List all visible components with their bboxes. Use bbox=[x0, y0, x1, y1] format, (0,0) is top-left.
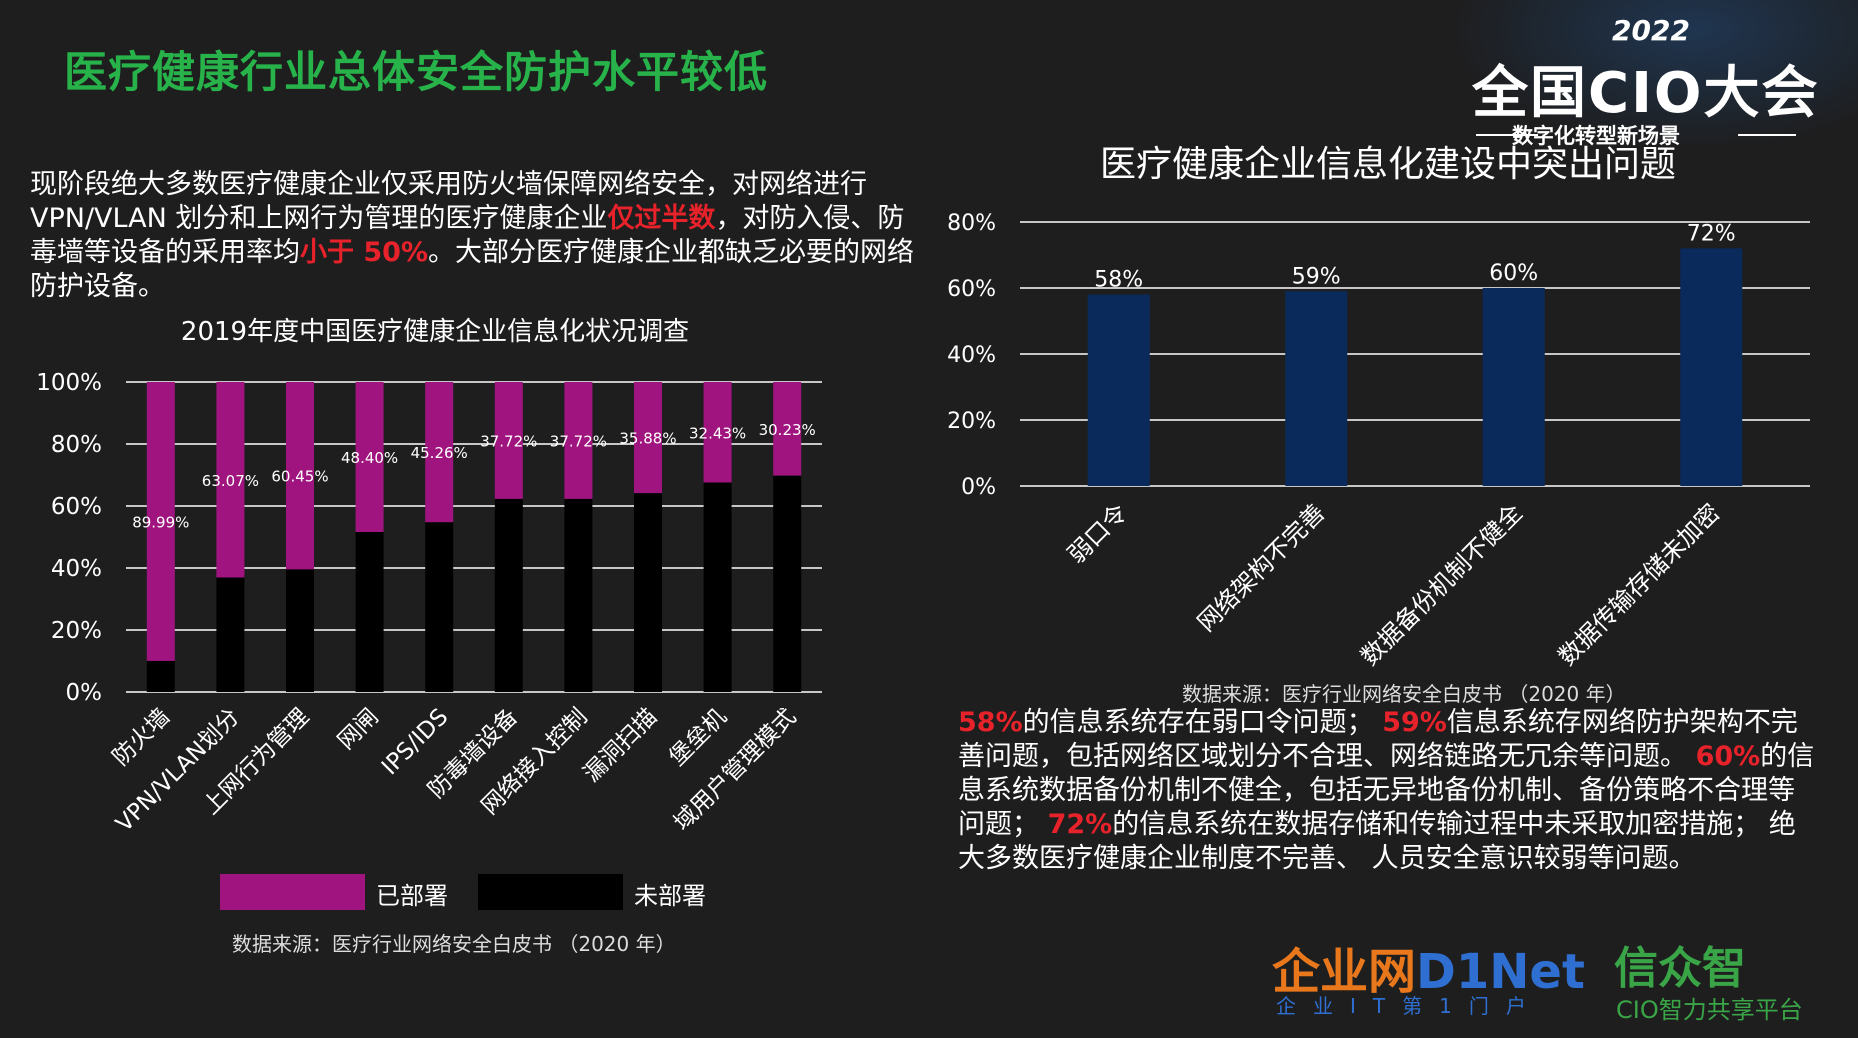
summary-value-2: 59% bbox=[1382, 707, 1447, 738]
left-data-label: 32.43% bbox=[689, 424, 746, 442]
left-data-label: 45.26% bbox=[411, 444, 468, 462]
left-y-tick-label: 80% bbox=[51, 432, 102, 458]
left-category-label: 漏洞扫描 bbox=[579, 704, 662, 787]
left-bar-deployed bbox=[146, 382, 175, 661]
d1net-logo-en: D1Net bbox=[1416, 944, 1585, 1000]
intro-highlight-2: 小于 50% bbox=[300, 237, 429, 268]
legend-swatch-not-deployed bbox=[478, 874, 623, 910]
right-chart-source: 数据来源：医疗行业网络安全白皮书 （2020 年） bbox=[1182, 682, 1626, 706]
right-data-label: 72% bbox=[1687, 221, 1736, 246]
left-category-label: 堡垒机 bbox=[665, 704, 732, 771]
left-bar-deployed bbox=[286, 382, 314, 570]
left-data-label: 37.72% bbox=[480, 432, 537, 450]
summary-value-3: 60% bbox=[1695, 741, 1761, 772]
left-bar-deployed bbox=[216, 382, 245, 578]
d1net-logo: 企业网D1Net bbox=[1272, 932, 1585, 1002]
right-y-tick-label: 40% bbox=[947, 343, 996, 368]
right-category-label: 网络架构不完善 bbox=[1192, 498, 1331, 637]
right-y-tick-label: 60% bbox=[947, 277, 996, 302]
intro-text-3: 。大部分医疗健康企业都缺乏必要的网络防护设备。 bbox=[30, 237, 915, 302]
summary-text-4: 的信息系统在数据存储和传输过程中未采取加密措施； 绝大多数医疗健康企业制度不完善… bbox=[958, 809, 1796, 874]
left-bar-not-deployed bbox=[773, 475, 802, 692]
logo-subtitle: 数字化转型新场景 bbox=[1512, 124, 1680, 148]
left-y-tick-label: 60% bbox=[51, 494, 102, 520]
legend-label-deployed: 已部署 bbox=[376, 882, 448, 910]
right-data-label: 58% bbox=[1094, 268, 1143, 293]
left-data-label: 37.72% bbox=[550, 432, 607, 450]
left-bar-deployed bbox=[564, 382, 593, 499]
left-y-tick-label: 0% bbox=[66, 680, 103, 706]
right-category-label: 弱口令 bbox=[1062, 498, 1133, 569]
left-bar-deployed bbox=[773, 382, 802, 476]
left-chart-title: 2019年度中国医疗健康企业信息化状况调查 bbox=[181, 317, 689, 347]
left-category-label: 网闸 bbox=[333, 704, 384, 755]
right-bar bbox=[1087, 294, 1150, 486]
d1net-tagline: 企业IT第1门户 bbox=[1276, 994, 1543, 1018]
left-bar-deployed bbox=[703, 382, 732, 483]
logo-divider-right bbox=[1738, 134, 1796, 136]
summary-text-2: 信息系统存网络防护架构不完善问题，包括网络区域划分不合理、网络链路无冗余等问题。 bbox=[958, 707, 1798, 772]
logo-year: 2022 bbox=[1612, 14, 1690, 47]
intro-text-1: 现阶段绝大多数医疗健康企业仅采用防火墙保障网络安全，对网络进行VPN/VLAN … bbox=[30, 169, 867, 234]
left-bar-not-deployed bbox=[355, 532, 384, 692]
left-category-label: 防火墙 bbox=[108, 704, 175, 771]
page-title: 医疗健康行业总体安全防护水平较低 bbox=[64, 48, 768, 98]
left-bar-deployed bbox=[494, 382, 523, 499]
left-data-label: 63.07% bbox=[202, 472, 259, 490]
left-data-label: 30.23% bbox=[759, 421, 816, 439]
left-bar-not-deployed bbox=[425, 522, 454, 692]
left-bar-not-deployed bbox=[703, 482, 732, 692]
legend-swatch-deployed bbox=[220, 874, 365, 910]
right-data-label: 59% bbox=[1292, 264, 1341, 289]
right-y-tick-label: 20% bbox=[947, 409, 996, 434]
left-category-label: VPN/VLAN划分 bbox=[111, 704, 244, 837]
summary-value-4: 72% bbox=[1047, 809, 1113, 840]
intro-text-2: ，对防入侵、防毒墙等设备的采用率均 bbox=[30, 203, 905, 268]
summary-value-1: 58% bbox=[958, 707, 1023, 738]
left-y-tick-label: 100% bbox=[36, 370, 102, 396]
right-data-label: 60% bbox=[1489, 261, 1538, 286]
right-y-tick-label: 80% bbox=[947, 211, 996, 236]
left-bar-not-deployed bbox=[216, 577, 245, 692]
left-bar-not-deployed bbox=[564, 498, 593, 692]
intro-highlight-1: 仅过半数 bbox=[607, 203, 716, 234]
right-bar bbox=[1482, 288, 1545, 486]
left-data-label: 89.99% bbox=[132, 513, 189, 531]
left-bar-not-deployed bbox=[146, 660, 175, 692]
left-data-label: 35.88% bbox=[619, 430, 676, 448]
deployment-stacked-bar-chart: 2019年度中国医疗健康企业信息化状况调查 0% 20% 40% 60% 80% 100% 8… bbox=[36, 317, 822, 837]
right-bar bbox=[1680, 248, 1743, 486]
right-category-label: 数据传输存储未加密 bbox=[1553, 498, 1726, 671]
xinzhongzhi-logo: 信众智 bbox=[1614, 943, 1746, 994]
xinzhongzhi-tagline: CIO智力共享平台 bbox=[1616, 996, 1803, 1024]
left-category-label: 域用户管理模式 bbox=[669, 704, 801, 836]
issues-bar-chart: 医疗健康企业信息化建设中突出问题 0% 20% 40% 60% 80% 58% 弱口令 59% 网… bbox=[947, 144, 1810, 671]
left-bar-deployed bbox=[425, 382, 454, 523]
summary-paragraph: 58%的信息系统存在弱口令问题； 59%信息系统存网络防护架构不完善问题，包括网… bbox=[958, 706, 1818, 876]
logo-main-text: 全国CIO大会 bbox=[1472, 61, 1820, 126]
left-y-tick-label: 20% bbox=[51, 618, 102, 644]
right-chart-title: 医疗健康企业信息化建设中突出问题 bbox=[1100, 144, 1676, 185]
left-bar-not-deployed bbox=[494, 498, 523, 692]
left-bar-deployed bbox=[355, 382, 384, 533]
d1net-logo-cn: 企业网 bbox=[1272, 944, 1417, 1000]
left-bar-deployed bbox=[634, 382, 662, 494]
right-y-tick-label: 0% bbox=[961, 475, 996, 500]
left-chart-source: 数据来源：医疗行业网络安全白皮书 （2020 年） bbox=[232, 932, 676, 956]
left-data-label: 48.40% bbox=[341, 449, 398, 467]
summary-text-1: 的信息系统存在弱口令问题； bbox=[1022, 707, 1374, 738]
left-bar-not-deployed bbox=[286, 569, 314, 692]
summary-text-3: 的信息系统数据备份机制不健全，包括无异地备份机制、备份策略不合理等问题； bbox=[958, 741, 1815, 840]
intro-paragraph: 现阶段绝大多数医疗健康企业仅采用防火墙保障网络安全，对网络进行VPN/VLAN … bbox=[30, 168, 920, 304]
logo-background bbox=[1450, 0, 1858, 150]
left-y-tick-label: 40% bbox=[51, 556, 102, 582]
logo-divider-left bbox=[1476, 134, 1538, 136]
legend-label-not-deployed: 未部署 bbox=[634, 882, 706, 910]
right-category-label: 数据备份机制不健全 bbox=[1355, 498, 1528, 671]
left-data-label: 60.45% bbox=[271, 468, 328, 486]
right-bar bbox=[1285, 291, 1348, 486]
left-bar-not-deployed bbox=[634, 493, 662, 692]
